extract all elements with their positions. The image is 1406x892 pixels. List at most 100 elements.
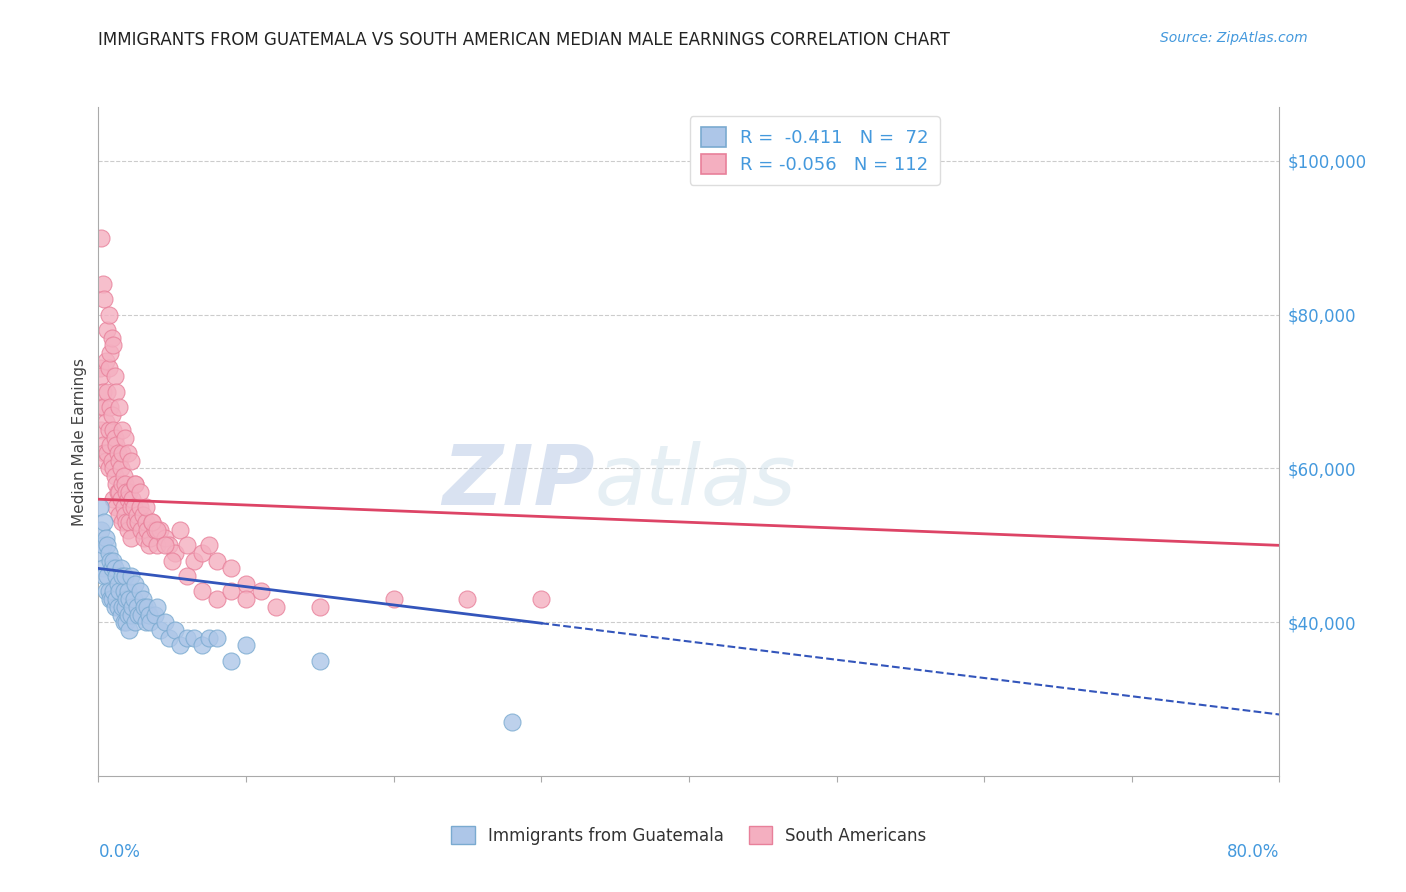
Point	[103, 338, 125, 352]
Point	[110, 561, 132, 575]
Point	[104, 561, 127, 575]
Point	[139, 615, 162, 630]
Point	[115, 592, 138, 607]
Point	[103, 461, 125, 475]
Point	[108, 400, 131, 414]
Point	[530, 592, 553, 607]
Point	[135, 615, 157, 630]
Text: 80.0%: 80.0%	[1227, 843, 1279, 861]
Point	[117, 523, 139, 537]
Point	[191, 584, 214, 599]
Point	[124, 516, 146, 530]
Point	[98, 438, 121, 452]
Point	[107, 446, 129, 460]
Point	[309, 654, 332, 668]
Point	[138, 607, 160, 622]
Text: ZIP: ZIP	[441, 442, 595, 522]
Point	[124, 615, 146, 630]
Point	[91, 538, 114, 552]
Point	[120, 454, 142, 468]
Point	[89, 400, 111, 414]
Point	[97, 546, 120, 560]
Point	[183, 554, 205, 568]
Point	[114, 476, 136, 491]
Point	[165, 546, 187, 560]
Point	[96, 323, 118, 337]
Point	[132, 508, 155, 522]
Point	[139, 531, 162, 545]
Point	[103, 492, 125, 507]
Point	[176, 631, 198, 645]
Point	[90, 423, 112, 437]
Point	[91, 561, 114, 575]
Point	[111, 423, 134, 437]
Point	[128, 484, 150, 499]
Point	[117, 607, 139, 622]
Point	[146, 523, 169, 537]
Legend: Immigrants from Guatemala, South Americans: Immigrants from Guatemala, South America…	[441, 816, 936, 855]
Point	[146, 599, 169, 614]
Point	[91, 438, 114, 452]
Point	[250, 584, 273, 599]
Point	[198, 538, 221, 552]
Point	[132, 592, 155, 607]
Point	[97, 423, 120, 437]
Y-axis label: Median Male Earnings: Median Male Earnings	[72, 358, 87, 525]
Point	[105, 592, 128, 607]
Point	[120, 500, 142, 514]
Point	[153, 538, 176, 552]
Point	[165, 623, 187, 637]
Point	[169, 523, 191, 537]
Point	[112, 469, 135, 483]
Point	[105, 476, 128, 491]
Point	[112, 615, 135, 630]
Point	[157, 631, 180, 645]
Point	[157, 538, 180, 552]
Point	[118, 484, 141, 499]
Point	[91, 277, 114, 291]
Point	[169, 638, 191, 652]
Point	[162, 554, 183, 568]
Point	[103, 554, 125, 568]
Point	[191, 546, 214, 560]
Point	[114, 569, 136, 583]
Point	[125, 508, 148, 522]
Point	[100, 408, 122, 422]
Point	[93, 293, 115, 307]
Point	[108, 454, 131, 468]
Text: Source: ZipAtlas.com: Source: ZipAtlas.com	[1160, 31, 1308, 45]
Point	[112, 500, 135, 514]
Point	[141, 516, 163, 530]
Point	[104, 369, 127, 384]
Point	[115, 615, 138, 630]
Point	[124, 476, 146, 491]
Point	[205, 554, 228, 568]
Point	[93, 446, 115, 460]
Point	[100, 454, 122, 468]
Point	[112, 584, 135, 599]
Point	[143, 607, 166, 622]
Point	[98, 400, 121, 414]
Point	[100, 331, 122, 345]
Point	[122, 592, 145, 607]
Point	[100, 561, 122, 575]
Point	[264, 599, 287, 614]
Point	[138, 538, 160, 552]
Point	[205, 631, 228, 645]
Point	[98, 346, 121, 360]
Point	[457, 592, 479, 607]
Point	[191, 638, 214, 652]
Point	[107, 576, 129, 591]
Point	[235, 592, 257, 607]
Point	[128, 500, 150, 514]
Point	[103, 584, 125, 599]
Point	[120, 569, 142, 583]
Point	[117, 492, 139, 507]
Point	[143, 523, 166, 537]
Point	[115, 516, 138, 530]
Point	[118, 592, 141, 607]
Point	[235, 638, 257, 652]
Point	[136, 599, 159, 614]
Point	[105, 384, 128, 399]
Point	[120, 531, 142, 545]
